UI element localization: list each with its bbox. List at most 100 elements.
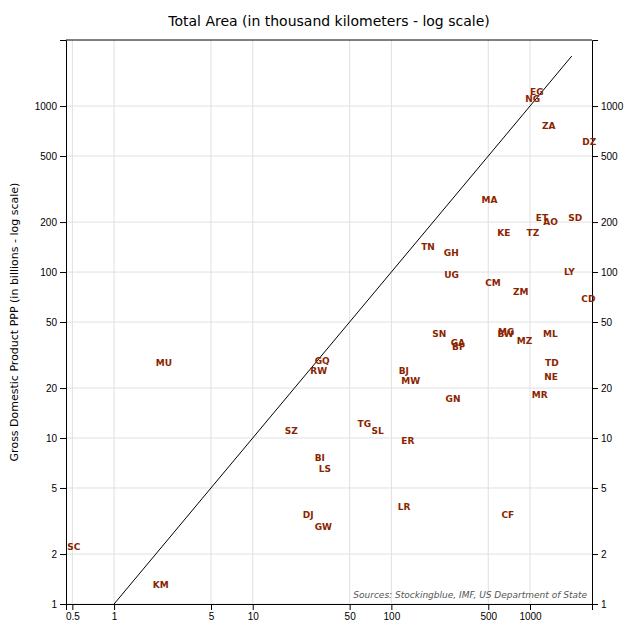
y2-axis-tick-label: 1000 — [601, 101, 624, 112]
y2-axis: 1251020501002005001000 — [592, 41, 624, 610]
x-axis-tick-label: 500 — [480, 611, 497, 622]
point-label: MU — [156, 358, 172, 368]
point-label: GQ — [315, 356, 330, 366]
point-label: MR — [532, 390, 548, 400]
point-label: LS — [319, 464, 331, 474]
point-label: SZ — [285, 426, 298, 436]
y-axis-tick: 2 — [51, 549, 66, 560]
y2-axis-tick: 100 — [592, 267, 618, 278]
x-axis-tick-mark — [488, 604, 489, 610]
label-layer: SCKMMUDJGWBILSSZRWGQTGSLERBJMWLRGNTNGHMA… — [67, 87, 596, 589]
y2-axis-tick-mark — [592, 438, 598, 439]
x-axis-tick-label: 0.5 — [66, 611, 80, 622]
point-label: ML — [543, 329, 558, 339]
x-axis-tick: 1 — [112, 604, 118, 622]
y-axis-tick-mark — [60, 488, 66, 489]
point-label: TD — [545, 358, 559, 368]
y-axis-tick-mark — [60, 604, 66, 605]
x-axis-tick-mark — [530, 604, 531, 610]
y2-axis-tick-label: 10 — [601, 433, 613, 444]
y2-axis-line — [593, 41, 599, 605]
y2-axis-tick-label: 2 — [601, 549, 607, 560]
point-label: SC — [67, 542, 80, 552]
point-label: ER — [401, 436, 414, 446]
y-axis-tick-label: 100 — [40, 267, 57, 278]
y-axis-tick: 20 — [46, 383, 66, 394]
y-axis-tick-label: 20 — [46, 383, 58, 394]
x-axis-tick-mark — [350, 604, 351, 610]
point-label: GW — [315, 522, 332, 532]
y-axis-tick: 10 — [46, 433, 66, 444]
point-label: MW — [401, 376, 420, 386]
title: Total Area (in thousand kilometers - log… — [167, 13, 490, 29]
point-label: RW — [310, 366, 327, 376]
point-label: MZ — [517, 336, 533, 346]
x-axis-tick: 50 — [345, 604, 357, 622]
grid-line-y — [66, 438, 592, 439]
grid-line-y — [66, 222, 592, 223]
x-axis-tick-mark — [391, 604, 392, 610]
point-label: CD — [581, 294, 595, 304]
point-label: UG — [444, 270, 459, 280]
point-label: KE — [497, 228, 510, 238]
point-label: TN — [421, 242, 435, 252]
y2-axis-tick-mark — [592, 272, 598, 273]
plot-frame-top — [66, 40, 592, 41]
point-label: BI — [315, 453, 325, 463]
point-label: LR — [398, 502, 411, 512]
grid-line-y — [66, 388, 592, 389]
y-axis-tick: 1 — [51, 599, 66, 610]
x-axis-tick-label: 1 — [112, 611, 118, 622]
x-axis-tick: 500 — [480, 604, 497, 622]
y-axis-tick: 200 — [40, 217, 66, 228]
x-axis: 0.5 1 5 10 50 100 500 1000 — [66, 604, 593, 622]
x-axis-tick: 0.5 — [66, 604, 80, 622]
y-axis-tick-mark — [60, 322, 66, 323]
y2-axis-tick-label: 200 — [601, 217, 618, 228]
y2-axis-tick: 10 — [592, 433, 613, 444]
y-axis-tick-mark — [60, 222, 66, 223]
y-axis-tick-label: 5 — [51, 483, 57, 494]
point-label: DJ — [303, 510, 314, 520]
point-label: GH — [444, 248, 459, 258]
point-label: DZ — [582, 137, 596, 147]
y2-axis-tick-mark — [592, 106, 598, 107]
y-axis-tick-label: 50 — [46, 317, 58, 328]
point-label: AO — [543, 217, 558, 227]
y-axis-tick-label: 200 — [40, 217, 57, 228]
y2-axis-tick-label: 5 — [601, 483, 607, 494]
point-label: KM — [153, 580, 169, 590]
y-axis-tick-mark — [60, 438, 66, 439]
y-axis: 1251020501002005001000 — [35, 41, 67, 610]
plot-area — [114, 56, 572, 604]
point-label: LY — [564, 267, 575, 277]
y-axis-tick-label: 1000 — [35, 101, 58, 112]
point-label: SN — [432, 329, 446, 339]
y2-axis-tick: 1 — [592, 599, 607, 610]
y2-axis-tick-label: 50 — [601, 317, 613, 328]
point-label: ZM — [513, 287, 529, 297]
y2-axis-tick-label: 100 — [601, 267, 618, 278]
x-axis-tick: 5 — [209, 604, 215, 622]
x-axis-tick-label: 10 — [248, 611, 260, 622]
y-axis-tick: 50 — [46, 317, 66, 328]
grid-line-y — [66, 272, 592, 273]
x-axis-tick-label: 1000 — [519, 611, 542, 622]
x-axis-tick: 1000 — [519, 604, 542, 622]
x-axis-tick-label: 100 — [384, 611, 401, 622]
grid — [66, 40, 592, 604]
y-axis-title: Gross Domestic Product PPP (in billions … — [8, 183, 21, 462]
source-note: Sources: Stockingblue, IMF, US Departmen… — [353, 590, 587, 600]
y2-axis-tick-mark — [592, 554, 598, 555]
y2-axis-tick: 200 — [592, 217, 618, 228]
y-axis-tick: 5 — [51, 483, 66, 494]
y2-axis-tick-mark — [592, 222, 598, 223]
reference-line — [114, 56, 572, 604]
grid-line-y — [66, 554, 592, 555]
x-axis-tick-mark — [253, 604, 254, 610]
y2-axis-tick: 500 — [592, 151, 618, 162]
y-axis-tick: 100 — [40, 267, 66, 278]
point-label: TZ — [527, 228, 540, 238]
point-label: EG — [530, 87, 544, 97]
x-axis-tick-label: 5 — [209, 611, 215, 622]
